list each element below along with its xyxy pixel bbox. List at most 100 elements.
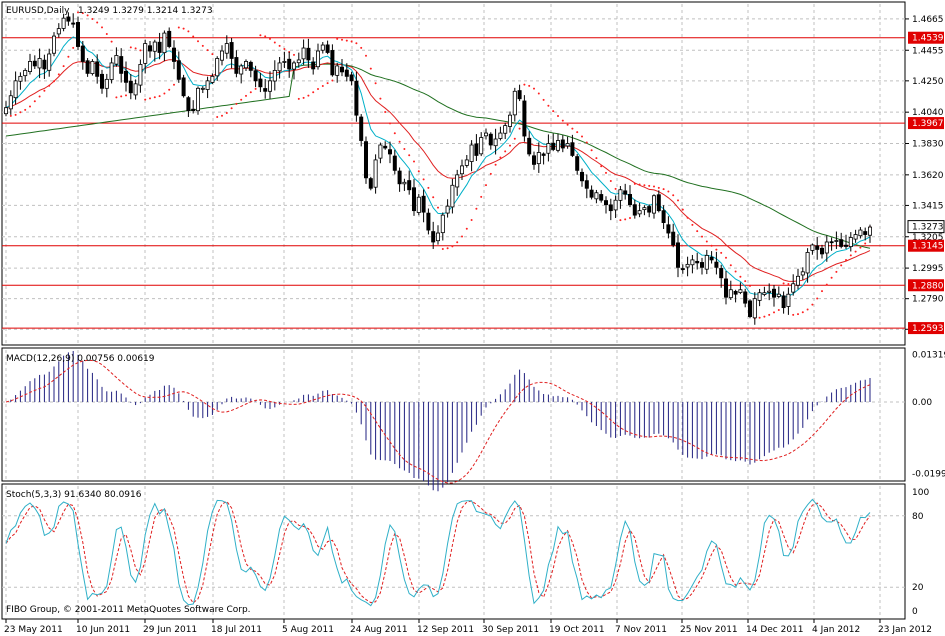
sar-dot (221, 114, 223, 117)
sar-dot (245, 94, 247, 97)
candle-body (479, 137, 484, 155)
sar-dot (557, 115, 559, 118)
sar-dot (845, 258, 847, 261)
sar-dot (230, 107, 233, 110)
candle-body (90, 61, 95, 75)
sar-dot (859, 246, 862, 249)
candle-body (4, 107, 9, 115)
level-price-label: 1.2880 (912, 281, 944, 291)
candle-body (234, 57, 239, 74)
moving-averages (5, 36, 871, 298)
candle-body (416, 196, 421, 213)
candle-body (455, 174, 460, 188)
sar-dot (561, 119, 564, 122)
candle-body (76, 22, 81, 47)
sar-dot (355, 42, 358, 45)
sar-dot (720, 251, 723, 254)
stoch-tick-label: 0 (912, 607, 918, 617)
candle-body (848, 237, 853, 248)
sar-dot (509, 144, 511, 147)
sar-dot (441, 248, 444, 251)
candle-body (853, 234, 858, 240)
sar-dot (369, 67, 372, 70)
candle-body (363, 141, 368, 179)
sar-dot (302, 96, 305, 99)
sar-dot (408, 154, 411, 157)
candle-body (383, 145, 388, 149)
sar-dot (811, 303, 814, 306)
stoch-main-line (5, 498, 871, 607)
sar-dot (768, 313, 771, 316)
sar-dot (648, 184, 651, 187)
sar-dot (849, 254, 852, 257)
candle-body (229, 42, 234, 59)
candle-body (575, 156, 580, 171)
sar-dot (801, 311, 804, 314)
candle-body (738, 289, 743, 293)
candle-body (291, 62, 296, 70)
price-tick-label: 1.3620 (912, 171, 944, 181)
sar-dot (38, 95, 41, 98)
sar-dot (571, 127, 574, 130)
sar-dot (125, 94, 127, 97)
level-price-label: 1.3967 (912, 119, 944, 129)
candle-body (138, 64, 143, 86)
candle-body (724, 278, 729, 298)
sar-dot (336, 37, 339, 40)
sar-dot (749, 284, 751, 287)
sar-dot (830, 276, 833, 279)
candle-body (157, 41, 162, 53)
candle-body (834, 240, 839, 242)
sar-dot (739, 275, 742, 278)
candle-body (728, 289, 733, 299)
candle-body (248, 61, 253, 71)
sar-dot (345, 39, 348, 42)
candle-body (176, 60, 181, 80)
sar-dot (821, 290, 823, 293)
candle-body (27, 61, 32, 72)
candle-body (143, 43, 148, 64)
sar-dot (504, 150, 507, 153)
sar-dot (317, 87, 319, 90)
chart-ohlc-label: 1.3249 1.3279 1.3214 1.3273 (78, 6, 213, 16)
candle-body (109, 62, 114, 80)
sar-dot (451, 245, 454, 248)
candle-body (709, 256, 714, 261)
sar-dot (576, 131, 579, 134)
candle-body (311, 61, 316, 70)
level-price-box (908, 31, 944, 44)
sar-dot (341, 38, 343, 41)
chart-symbol-label: EURUSD,Daily (6, 6, 70, 16)
stoch-title: Stoch(5,3,3) 91.6340 80.0916 (6, 490, 142, 500)
candle-body (287, 58, 292, 70)
sar-dot (729, 264, 732, 267)
candle-body (431, 231, 436, 243)
candle-body (642, 207, 647, 211)
sar-dot (403, 147, 406, 150)
candle-body (676, 242, 681, 268)
sar-dot (533, 87, 535, 90)
candle-body (205, 80, 210, 90)
ma-mid-line (5, 59, 871, 282)
candle-body (315, 50, 320, 68)
candle-body (580, 171, 585, 182)
candle-body (52, 35, 57, 54)
sar-dot (528, 84, 531, 87)
candle-body (488, 133, 493, 146)
sar-dot (240, 98, 243, 101)
sar-dot (465, 227, 468, 230)
ma-fast-line (5, 36, 871, 298)
candle-body (815, 245, 820, 250)
candle-body (695, 260, 700, 264)
candle-body (507, 114, 512, 127)
sar-dot (86, 14, 89, 17)
candle-body (378, 144, 383, 159)
candle-body (344, 69, 349, 77)
candle-body (200, 87, 205, 90)
candle-body (527, 137, 532, 155)
candle-body (589, 189, 594, 198)
sar-dot (422, 178, 425, 181)
candle-body (306, 47, 311, 61)
candle-body (263, 88, 268, 92)
